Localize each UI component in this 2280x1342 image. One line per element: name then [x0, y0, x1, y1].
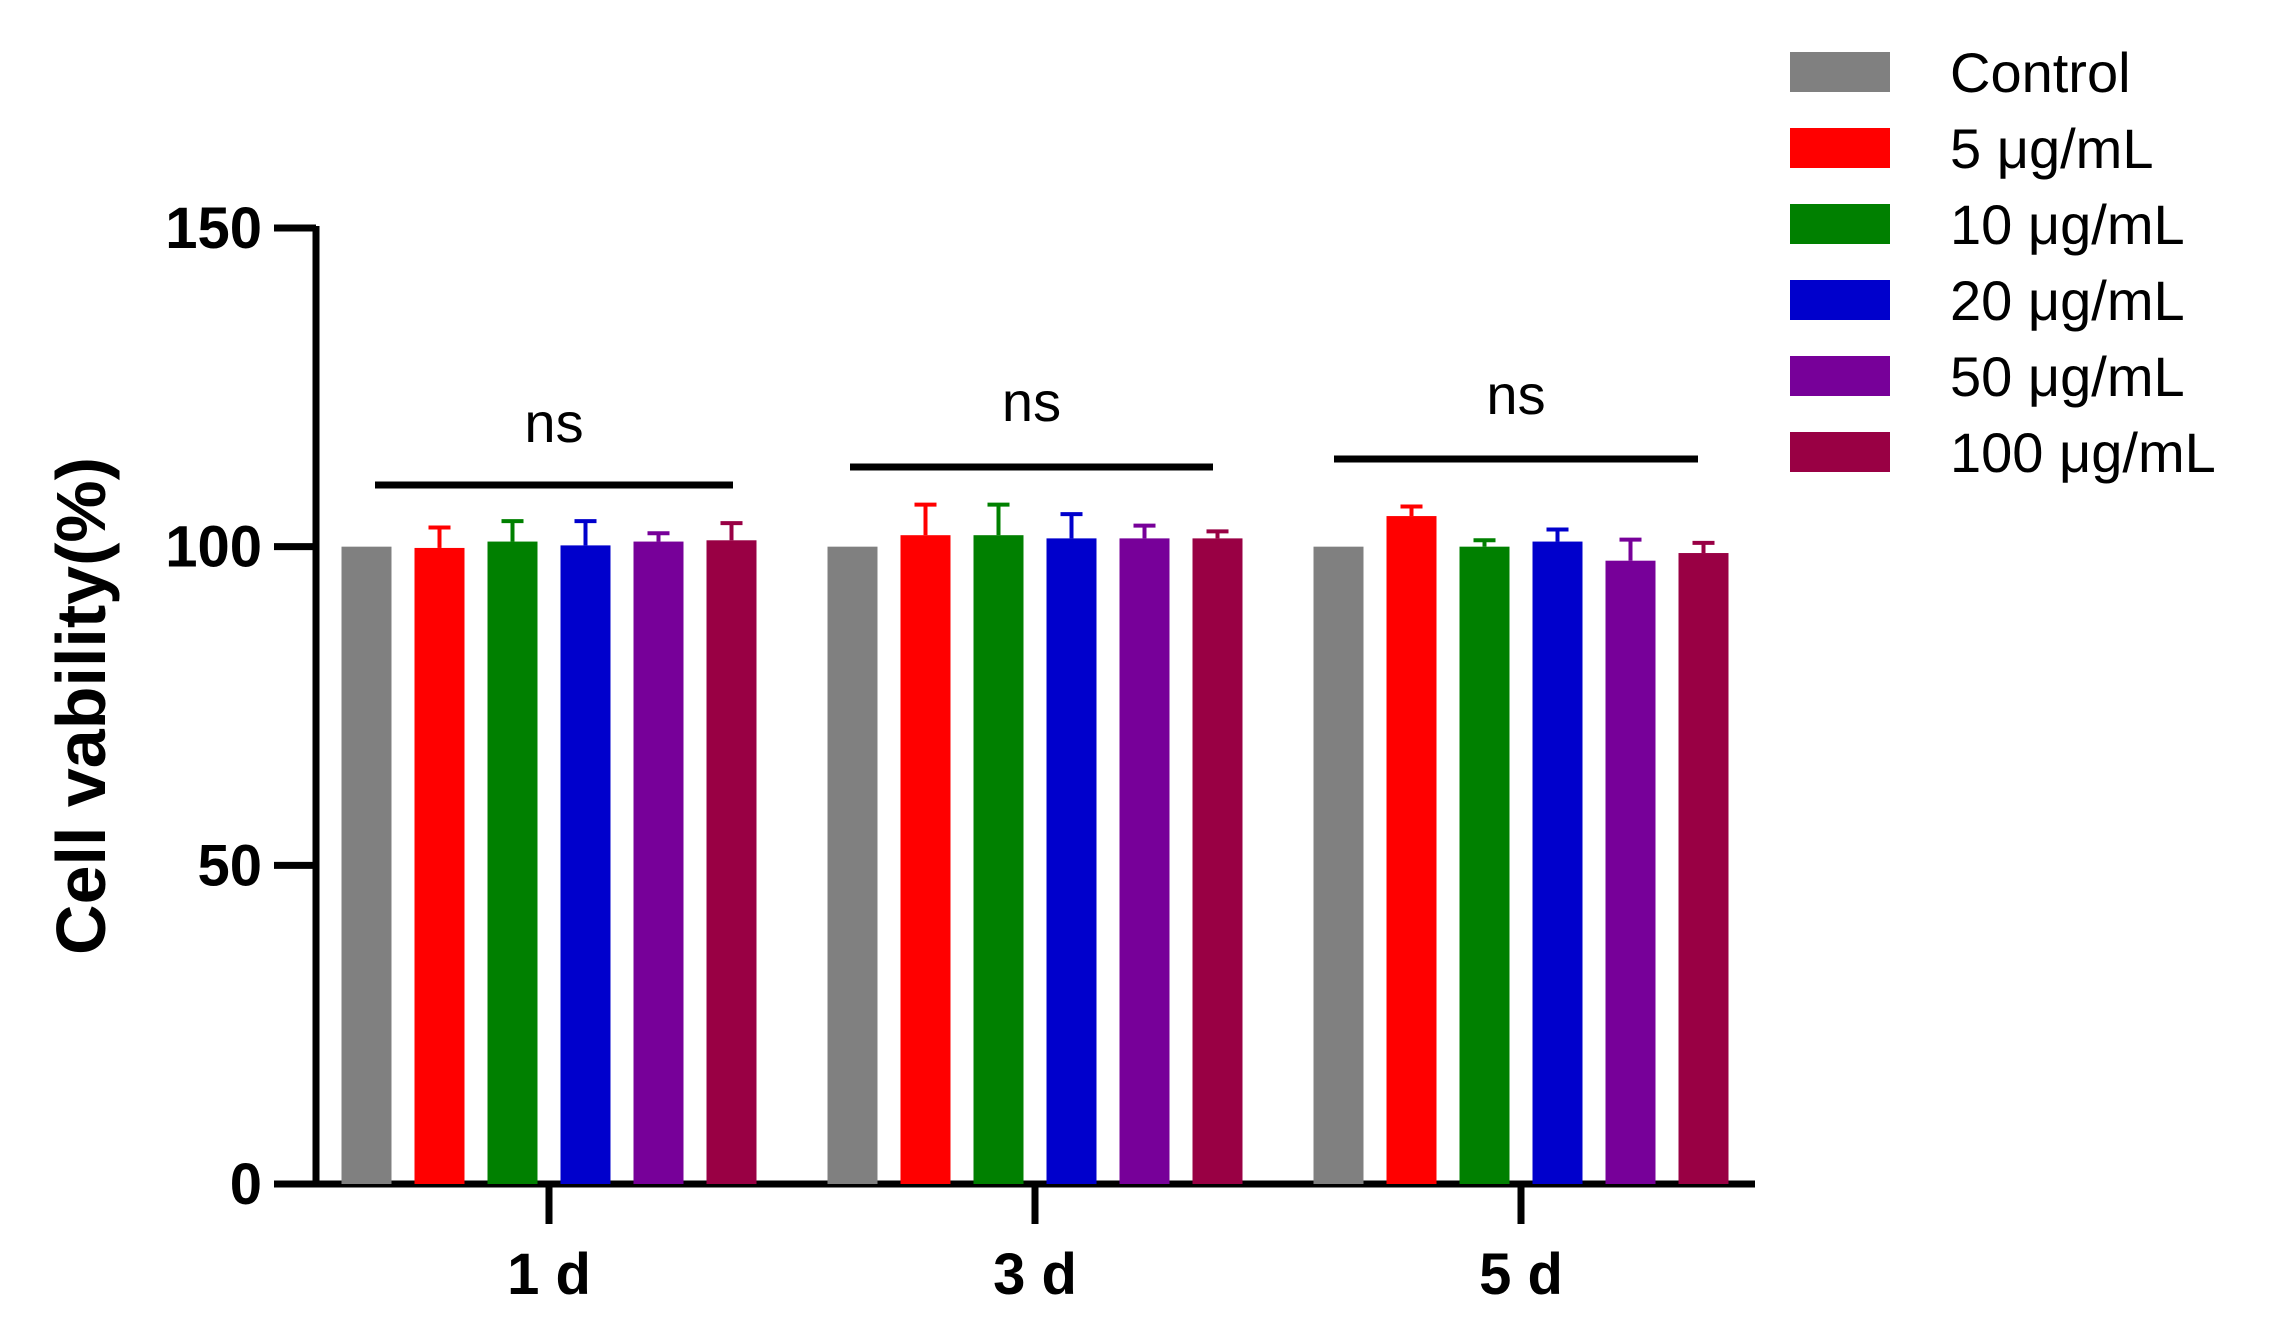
y-axis-title: Cell vability(%): [42, 457, 120, 955]
significance-label-5-d: ns: [1486, 363, 1545, 426]
y-tick-label-150: 150: [165, 196, 262, 261]
y-tick-label-100: 100: [165, 515, 262, 580]
bar-control-5-d: [1313, 546, 1364, 1184]
legend-swatch-20-g-ml: [1790, 280, 1890, 320]
legend-label-10-g-ml: 10 μg/mL: [1950, 193, 2185, 256]
legend-swatch-5-g-ml: [1790, 128, 1890, 168]
legend-label-50-g-ml: 50 μg/mL: [1950, 345, 2185, 408]
bar-control-1-d: [341, 546, 392, 1184]
legend-swatch-100-g-ml: [1790, 432, 1890, 472]
legend-label-20-g-ml: 20 μg/mL: [1950, 269, 2185, 332]
significance-label-3-d: ns: [1002, 370, 1061, 433]
bar-50-g-ml-5-d: [1605, 560, 1656, 1184]
legend-label-control: Control: [1950, 41, 2131, 104]
bar-50-g-ml-1-d: [633, 541, 684, 1184]
bar-100-g-ml-3-d: [1192, 538, 1243, 1184]
significance-label-1-d: ns: [524, 391, 583, 454]
bar-5-g-ml-3-d: [900, 535, 951, 1184]
legend-swatch-50-g-ml: [1790, 356, 1890, 396]
legend-label-100-g-ml: 100 μg/mL: [1950, 421, 2216, 484]
y-tick-label-50: 50: [197, 833, 262, 898]
bar-10-g-ml-3-d: [973, 535, 1024, 1184]
bar-5-g-ml-1-d: [414, 547, 465, 1184]
x-tick-label-5-d: 5 d: [1479, 1242, 1563, 1307]
bar-5-g-ml-5-d: [1386, 516, 1437, 1184]
legend-swatch-control: [1790, 52, 1890, 92]
bar-20-g-ml-3-d: [1046, 538, 1097, 1184]
legend-swatch-10-g-ml: [1790, 204, 1890, 244]
bar-20-g-ml-1-d: [560, 545, 611, 1184]
x-tick-label-3-d: 3 d: [993, 1242, 1077, 1307]
x-tick-label-1-d: 1 d: [507, 1242, 591, 1307]
bar-100-g-ml-5-d: [1678, 553, 1729, 1184]
bar-50-g-ml-3-d: [1119, 538, 1170, 1184]
bar-10-g-ml-5-d: [1459, 546, 1510, 1184]
y-tick-label-0: 0: [230, 1152, 262, 1217]
bar-10-g-ml-1-d: [487, 541, 538, 1184]
bar-100-g-ml-1-d: [706, 540, 757, 1184]
legend-label-5-g-ml: 5 μg/mL: [1950, 117, 2153, 180]
bar-control-3-d: [827, 546, 878, 1184]
bar-20-g-ml-5-d: [1532, 541, 1583, 1184]
